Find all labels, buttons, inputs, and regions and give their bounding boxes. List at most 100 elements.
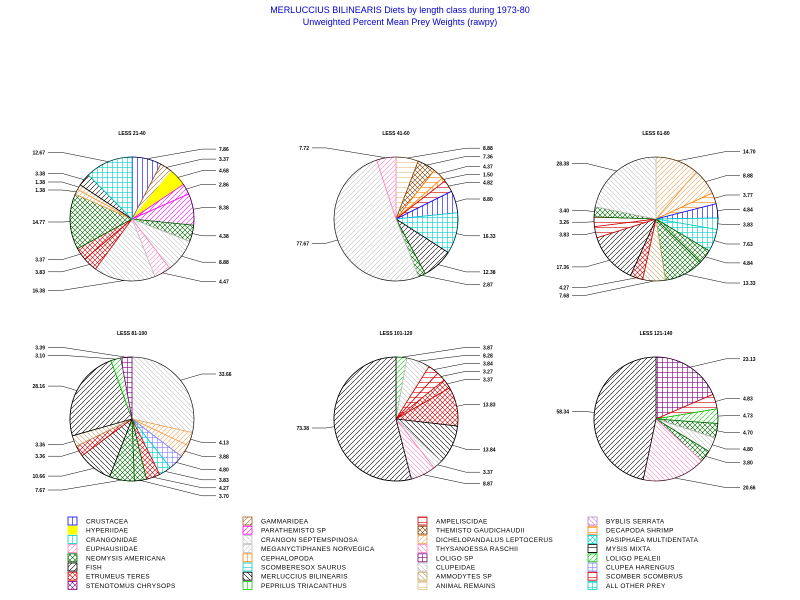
leader-line (452, 444, 480, 450)
legend-label: CRUSTACEA (86, 519, 129, 526)
legend-item-dichelopandalus-leptocerus: DICHELOPANDALUS LEPTOCERUS (417, 535, 553, 544)
leader-line (48, 173, 85, 180)
slice-value-label: 3.87 (483, 345, 493, 351)
leader-line (437, 264, 480, 273)
legend-label: PEPRILUS TRIACANTHUS (261, 583, 347, 590)
slice-value-label: 12.67 (32, 150, 45, 156)
legend-label: THYSANOESSA RASCHII (436, 546, 518, 553)
legend-label: STENOTOMUS CHRYSOPS (86, 583, 176, 590)
slice-value-label: 13.84 (483, 447, 496, 453)
leader-line (192, 233, 216, 237)
legend-label: CLUPEIDAE (436, 565, 476, 572)
slice-value-label: 10.66 (32, 474, 45, 480)
leader-line (684, 273, 740, 284)
slice-value-label: 4.47 (219, 280, 229, 286)
slice-value-label: 8.88 (483, 146, 493, 152)
legend-item-loligo-sp: LOLIGO SP (417, 553, 473, 563)
legend-item-scomberesox-saurus: SCOMBERESOX SAURUS (242, 562, 347, 572)
pie-outline (593, 356, 719, 482)
leader-line (677, 151, 740, 162)
legend-swatch (67, 571, 78, 581)
pie-title: LESS 21-40 (118, 131, 145, 137)
pie-outline (333, 356, 459, 482)
leader-line (456, 233, 480, 237)
legend-swatch (417, 581, 428, 590)
slice-value-label: 3.26 (559, 220, 569, 226)
legend-swatch (417, 553, 428, 563)
legend-label: SCOMBERESOX SAURUS (261, 565, 347, 572)
slice-value-label: 4.38 (219, 234, 229, 240)
leader-line (572, 210, 595, 213)
leader-line (48, 280, 125, 291)
slice-value-label: 28.38 (556, 161, 569, 167)
leader-line (441, 371, 480, 377)
slice-value-label: 7.36 (483, 154, 493, 160)
leader-line (312, 239, 338, 244)
slice-value-label: 3.27 (483, 369, 493, 375)
leader-line (418, 355, 480, 362)
leader-line (176, 462, 216, 470)
legend-swatch (417, 562, 428, 572)
pie-2: LESS 41-60 8.88 7.36 4.37 1.50 4.82 8.80 16.33 1… (296, 131, 495, 288)
leader-line (48, 253, 81, 260)
leader-line (146, 148, 216, 160)
leader-line (407, 147, 480, 159)
legend-item-etrumeus-teres: ETRUMEUS TERES (67, 571, 150, 581)
slice-value-label: 3.83 (743, 223, 753, 229)
legend-item-crangonidae: CRANGONIDAE (67, 535, 138, 544)
legend-swatch (587, 581, 598, 590)
pie-slice-fish (593, 356, 657, 481)
leader-line (572, 231, 596, 235)
leader-line (190, 438, 216, 443)
slice-value-label: 1.38 (35, 180, 45, 186)
slice-value-label: 4.84 (743, 208, 753, 214)
leader-line (705, 256, 740, 264)
leader-line (705, 456, 740, 463)
leader-line (166, 158, 216, 168)
pie-4: LESS 81-100 33.66 4.13 3.88 4.80 3.83 4.27 3.70… (32, 331, 231, 500)
slice-value-label: 3.39 (35, 345, 45, 351)
legend-item-thysanoessa-raschii: THYSANOESSA RASCHII (417, 544, 518, 553)
legend-item-stenotomus-chrysops: STENOTOMUS CHRYSOPS (67, 581, 176, 590)
slice-value-label: 3.83 (219, 478, 229, 484)
legend-label: BYBLIS SERRATA (606, 519, 665, 526)
legend-item-ampeliscidae: AMPELISCIDAE (417, 516, 488, 526)
slice-value-label: 8.88 (743, 174, 753, 180)
slice-value-label: 3.36 (35, 443, 45, 449)
slice-value-label: 4.13 (219, 440, 229, 446)
legend-swatch (242, 581, 253, 590)
slice-value-label: 3.84 (483, 361, 493, 367)
leader-line (48, 189, 77, 193)
leader-line (401, 347, 480, 358)
pie-outline (69, 156, 195, 282)
legend-label: SCOMBER SCOMBRUS (606, 574, 683, 581)
slice-value-label: 4.83 (743, 397, 753, 403)
legend-item-gammaridea: GAMMARIDEA (242, 516, 308, 526)
legend-label: CLUPEA HARENGUS (606, 565, 675, 572)
legend-item-all-other-prey: ALL OTHER PREY (587, 581, 666, 590)
leader-line (716, 430, 740, 433)
leader-line (674, 477, 740, 488)
leader-line (456, 404, 480, 407)
legend-item-pasiphaea-multidentata: PASIPHAEA MULTIDENTATA (587, 535, 698, 544)
slice-value-label: 13.83 (483, 402, 496, 408)
leader-line (438, 166, 480, 175)
slice-value-label: 1.38 (35, 188, 45, 194)
leader-line (712, 444, 740, 450)
slice-value-label: 8.88 (219, 260, 229, 266)
legend-label: NEOMYSIS AMERICANA (86, 555, 166, 562)
pie-outline (69, 356, 195, 482)
slice-value-label: 4.80 (743, 447, 753, 453)
slice-value-label: 3.80 (743, 460, 753, 466)
leader-line (447, 379, 480, 385)
slice-value-label: 3.10 (35, 353, 45, 359)
slice-value-label: 4.68 (219, 169, 229, 175)
legend-swatch (242, 544, 253, 553)
slice-value-label: 3.88 (219, 454, 229, 460)
legend-swatch (67, 525, 78, 535)
slice-value-label: 33.66 (219, 372, 232, 378)
leader-line (689, 358, 740, 368)
pie-title: LESS 81-100 (117, 331, 147, 337)
legend-swatch (587, 535, 598, 544)
leader-line (180, 373, 216, 381)
